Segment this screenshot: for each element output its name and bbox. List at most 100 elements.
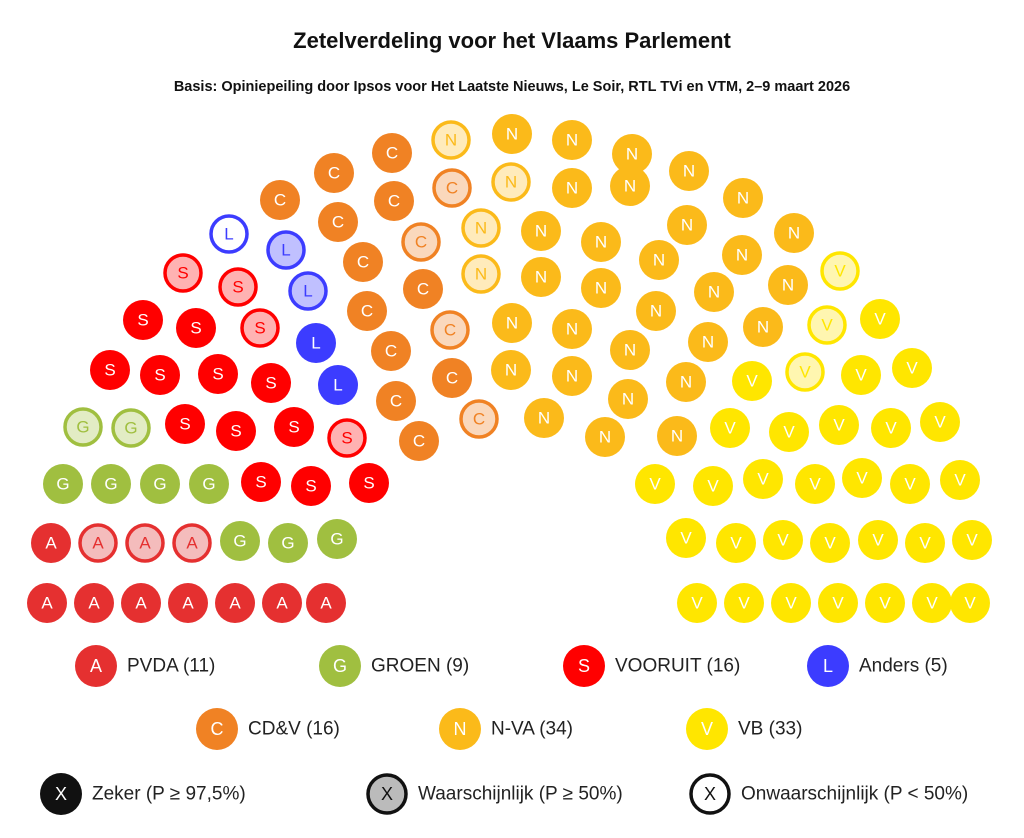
seat-A-sure: A	[262, 583, 302, 623]
seat-circle	[920, 402, 960, 442]
seat-circle	[865, 583, 905, 623]
seat-letter: N	[566, 131, 578, 150]
seat-letter: V	[954, 471, 966, 490]
seat-letter: S	[212, 365, 223, 384]
seat-letter: C	[328, 164, 340, 183]
seat-circle	[952, 520, 992, 560]
seat-letter: V	[964, 594, 976, 613]
legend-swatch	[563, 645, 605, 687]
legend-swatch	[439, 708, 481, 750]
seat-A-sure: A	[74, 583, 114, 623]
status-swatch-letter: X	[381, 784, 393, 804]
seat-L-improbable: L	[209, 214, 249, 254]
seat-N-sure: N	[768, 265, 808, 305]
legend-swatch-letter: L	[823, 656, 833, 676]
seat-V-sure: V	[818, 583, 858, 623]
seat-G-sure: G	[91, 464, 131, 504]
seat-circle	[677, 583, 717, 623]
seat-letter: G	[104, 475, 117, 494]
seat-circle	[769, 412, 809, 452]
seat-C-probable: C	[401, 222, 441, 262]
seat-letter: V	[934, 413, 946, 432]
seat-S-probable: S	[218, 267, 258, 307]
legend-label: VOORUIT (16)	[615, 656, 740, 677]
seat-S-sure: S	[176, 308, 216, 348]
seat-circle	[461, 254, 501, 294]
seat-circle	[90, 350, 130, 390]
seat-V-sure: V	[666, 518, 706, 558]
seat-G-sure: G	[220, 521, 260, 561]
seat-circle	[905, 523, 945, 563]
seat-L-sure: L	[296, 323, 336, 363]
seat-circle	[950, 583, 990, 623]
status-legend-improbable: X Onwaarschijnlijk (P < 50%)	[689, 773, 968, 815]
seat-circle	[724, 583, 764, 623]
seat-S-sure: S	[274, 407, 314, 447]
legend-swatch	[686, 708, 728, 750]
seat-letter: C	[388, 192, 400, 211]
seat-letter: L	[303, 282, 312, 301]
seat-N-sure: N	[524, 398, 564, 438]
legend-label: VB (33)	[738, 719, 802, 740]
seat-circle	[723, 178, 763, 218]
seat-letter: N	[595, 279, 607, 298]
seat-letter: N	[757, 318, 769, 337]
seat-circle	[198, 354, 238, 394]
seat-circle	[610, 330, 650, 370]
chart-title: Zetelverdeling voor het Vlaams Parlement	[293, 28, 731, 53]
seat-letter: N	[505, 361, 517, 380]
seat-V-sure: V	[724, 583, 764, 623]
seat-circle	[807, 305, 847, 345]
seat-N-sure: N	[723, 178, 763, 218]
seat-letter: S	[255, 473, 266, 492]
seat-N-sure: N	[492, 303, 532, 343]
seat-letter: A	[92, 534, 104, 553]
legend-label: PVDA (11)	[127, 656, 215, 677]
seat-V-sure: V	[865, 583, 905, 623]
status-legend-label: Zeker (P ≥ 97,5%)	[92, 784, 246, 805]
seat-circle	[31, 523, 71, 563]
seat-letter: C	[446, 369, 458, 388]
seat-letter: V	[746, 372, 758, 391]
seat-letter: V	[757, 470, 769, 489]
seat-circle	[274, 407, 314, 447]
seat-V-sure: V	[841, 355, 881, 395]
seat-circle	[940, 460, 980, 500]
seat-N-sure: N	[666, 362, 706, 402]
legend-swatch	[807, 645, 849, 687]
seat-circle	[376, 381, 416, 421]
seat-circle	[871, 408, 911, 448]
seat-V-sure: V	[871, 408, 911, 448]
seat-letter: A	[276, 594, 288, 613]
seat-letter: N	[622, 390, 634, 409]
legend-swatch-letter: A	[90, 656, 102, 676]
seat-circle	[635, 464, 675, 504]
seat-S-sure: S	[291, 466, 331, 506]
seat-letter: N	[505, 173, 517, 192]
seat-N-sure: N	[774, 213, 814, 253]
seat-circle	[688, 322, 728, 362]
seat-letter: V	[906, 359, 918, 378]
seat-N-sure: N	[521, 211, 561, 251]
seat-letter: G	[153, 475, 166, 494]
seat-circle	[430, 310, 470, 350]
seat-N-sure: N	[743, 307, 783, 347]
seat-circle	[722, 235, 762, 275]
seat-N-sure: N	[612, 134, 652, 174]
seat-circle	[785, 352, 825, 392]
seat-letter: C	[385, 342, 397, 361]
seat-N-probable: N	[431, 120, 471, 160]
seat-letter: G	[56, 475, 69, 494]
status-legend-label: Onwaarschijnlijk (P < 50%)	[741, 784, 968, 805]
seat-N-sure: N	[552, 120, 592, 160]
seat-V-sure: V	[810, 523, 850, 563]
seat-circle	[260, 180, 300, 220]
seat-circle	[218, 267, 258, 307]
seat-C-sure: C	[399, 421, 439, 461]
seat-G-sure: G	[317, 519, 357, 559]
seat-letter: V	[799, 363, 811, 382]
status-legend-probable: X Waarschijnlijk (P ≥ 50%)	[366, 773, 623, 815]
seat-circle	[581, 268, 621, 308]
seat-S-sure: S	[123, 300, 163, 340]
seat-letter: V	[879, 594, 891, 613]
